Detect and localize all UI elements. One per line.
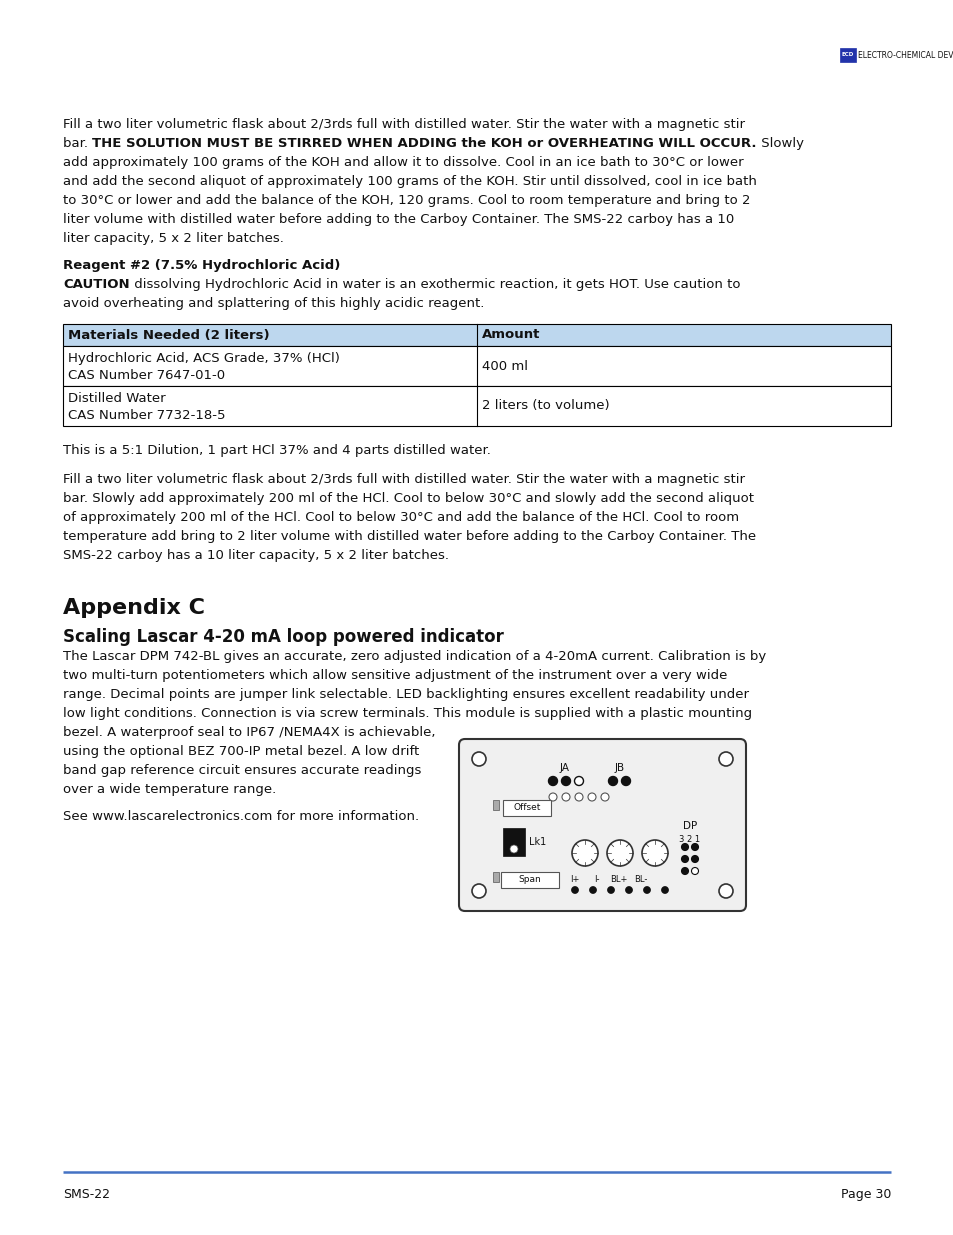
Text: 3 2 1: 3 2 1 [679,835,700,844]
Text: of approximately 200 ml of the HCl. Cool to below 30°C and add the balance of th: of approximately 200 ml of the HCl. Cool… [63,511,739,524]
Text: Slowly: Slowly [756,137,803,149]
Text: 2 liters (to volume): 2 liters (to volume) [481,399,609,412]
Circle shape [548,777,557,785]
Circle shape [691,867,698,874]
Text: liter volume with distilled water before adding to the Carboy Container. The SMS: liter volume with distilled water before… [63,212,734,226]
Text: ELECTRO-CHEMICAL DEVICES: ELECTRO-CHEMICAL DEVICES [857,51,953,59]
Text: DP: DP [682,821,697,831]
Text: THE SOLUTION MUST BE STIRRED WHEN ADDING the KOH or OVERHEATING WILL OCCUR.: THE SOLUTION MUST BE STIRRED WHEN ADDING… [92,137,756,149]
Text: JB: JB [615,763,624,773]
Text: bezel. A waterproof seal to IP67 /NEMA4X is achievable,: bezel. A waterproof seal to IP67 /NEMA4X… [63,726,435,739]
Text: Fill a two liter volumetric flask about 2/3rds full with distilled water. Stir t: Fill a two liter volumetric flask about … [63,473,744,487]
Circle shape [575,793,582,802]
Text: bar. Slowly add approximately 200 ml of the HCl. Cool to below 30°C and slowly a: bar. Slowly add approximately 200 ml of … [63,492,753,505]
Text: Fill a two liter volumetric flask about 2/3rds full with distilled water. Stir t: Fill a two liter volumetric flask about … [63,119,744,131]
Text: avoid overheating and splattering of this highly acidic reagent.: avoid overheating and splattering of thi… [63,296,484,310]
Circle shape [680,844,688,851]
Text: Materials Needed (2 liters): Materials Needed (2 liters) [68,329,270,342]
Circle shape [600,793,608,802]
Circle shape [620,777,630,785]
Circle shape [510,845,517,853]
Circle shape [472,884,485,898]
Text: CAUTION: CAUTION [63,278,130,291]
Text: low light conditions. Connection is via screw terminals. This module is supplied: low light conditions. Connection is via … [63,706,751,720]
Circle shape [472,752,485,766]
Circle shape [574,777,583,785]
Circle shape [548,793,557,802]
Circle shape [691,856,698,862]
Bar [502,800,551,816]
Circle shape [571,887,578,893]
Circle shape [561,777,570,785]
Text: to 30°C or lower and add the balance of the KOH, 120 grams. Cool to room tempera: to 30°C or lower and add the balance of … [63,194,750,207]
Text: Appendix C: Appendix C [63,598,205,618]
Text: BL+: BL+ [610,876,627,884]
Text: Span: Span [518,876,540,884]
Circle shape [719,752,732,766]
Circle shape [587,793,596,802]
Text: Offset: Offset [513,804,540,813]
Text: bar.: bar. [63,137,92,149]
Text: CAS Number 7647-01-0: CAS Number 7647-01-0 [68,369,225,382]
Text: add approximately 100 grams of the KOH and allow it to dissolve. Cool in an ice : add approximately 100 grams of the KOH a… [63,156,742,169]
Text: over a wide temperature range.: over a wide temperature range. [63,783,276,797]
Bar [502,827,524,856]
Bar [493,872,498,882]
Text: BL-: BL- [634,876,647,884]
Text: Hydrochloric Acid, ACS Grade, 37% (HCl): Hydrochloric Acid, ACS Grade, 37% (HCl) [68,352,339,366]
Text: using the optional BEZ 700-IP metal bezel. A low drift: using the optional BEZ 700-IP metal beze… [63,745,418,758]
Circle shape [561,793,569,802]
Text: I-: I- [594,876,599,884]
Text: range. Decimal points are jumper link selectable. LED backlighting ensures excel: range. Decimal points are jumper link se… [63,688,748,701]
Bar [63,324,890,346]
Circle shape [680,856,688,862]
Circle shape [643,887,650,893]
Text: Amount: Amount [481,329,539,342]
Text: I+: I+ [570,876,579,884]
Bar [500,872,558,888]
Circle shape [660,887,668,893]
Bar [63,387,890,426]
Text: This is a 5:1 Dilution, 1 part HCl 37% and 4 parts distilled water.: This is a 5:1 Dilution, 1 part HCl 37% a… [63,445,491,457]
Text: two multi-turn potentiometers which allow sensitive adjustment of the instrument: two multi-turn potentiometers which allo… [63,669,726,682]
Circle shape [608,777,617,785]
Text: Scaling Lascar 4-20 mA loop powered indicator: Scaling Lascar 4-20 mA loop powered indi… [63,629,503,646]
Text: Distilled Water: Distilled Water [68,391,166,405]
Circle shape [680,867,688,874]
Circle shape [589,887,596,893]
Circle shape [625,887,632,893]
Text: See www.lascarelectronics.com for more information.: See www.lascarelectronics.com for more i… [63,810,418,823]
Circle shape [607,887,614,893]
Text: temperature add bring to 2 liter volume with distilled water before adding to th: temperature add bring to 2 liter volume … [63,530,756,543]
FancyBboxPatch shape [840,48,855,62]
Text: band gap reference circuit ensures accurate readings: band gap reference circuit ensures accur… [63,764,421,777]
Text: SMS-22: SMS-22 [63,1188,110,1200]
Text: ECD: ECD [841,53,853,58]
Text: Page 30: Page 30 [840,1188,890,1200]
Text: JA: JA [559,763,569,773]
Circle shape [719,884,732,898]
Text: dissolving Hydrochloric Acid in water is an exothermic reaction, it gets HOT. Us: dissolving Hydrochloric Acid in water is… [130,278,740,291]
Text: Lk1: Lk1 [529,837,546,847]
Text: Reagent #2 (7.5% Hydrochloric Acid): Reagent #2 (7.5% Hydrochloric Acid) [63,259,340,272]
Circle shape [691,844,698,851]
Text: CAS Number 7732-18-5: CAS Number 7732-18-5 [68,409,225,422]
Text: liter capacity, 5 x 2 liter batches.: liter capacity, 5 x 2 liter batches. [63,232,284,245]
FancyBboxPatch shape [458,739,745,911]
Bar [63,346,890,387]
Text: The Lascar DPM 742-BL gives an accurate, zero adjusted indication of a 4-20mA cu: The Lascar DPM 742-BL gives an accurate,… [63,650,765,663]
Circle shape [641,840,667,866]
Text: and add the second aliquot of approximately 100 grams of the KOH. Stir until dis: and add the second aliquot of approximat… [63,175,756,188]
Circle shape [572,840,598,866]
Bar [493,800,498,810]
Text: SMS-22 carboy has a 10 liter capacity, 5 x 2 liter batches.: SMS-22 carboy has a 10 liter capacity, 5… [63,550,449,562]
Text: 400 ml: 400 ml [481,359,527,373]
Circle shape [606,840,633,866]
